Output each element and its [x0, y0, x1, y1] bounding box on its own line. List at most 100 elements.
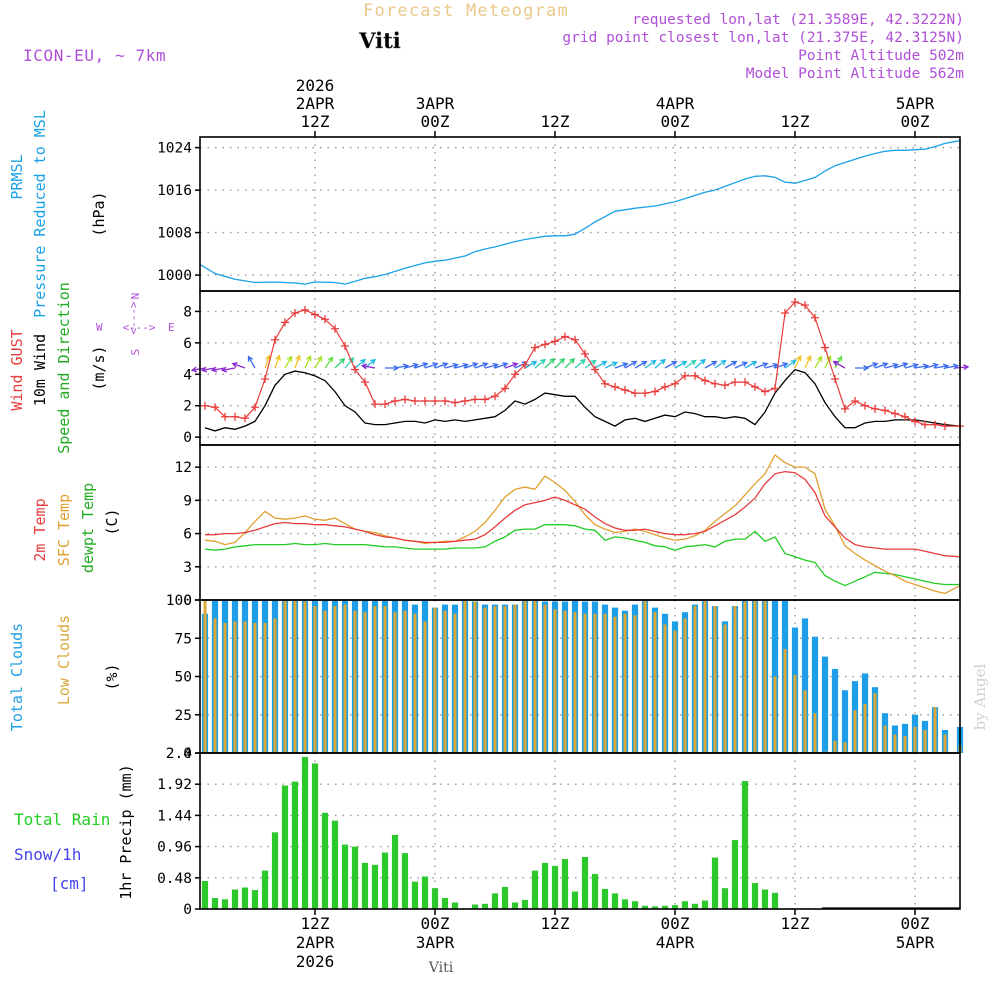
wind-gust-marker — [941, 422, 949, 431]
wind-arrow — [864, 362, 879, 369]
rain-bar — [711, 857, 719, 909]
wind-arrow — [634, 360, 648, 369]
low-cloud-bar — [303, 601, 307, 753]
total-cloud-bar — [841, 690, 849, 753]
wind-arrow — [534, 358, 547, 369]
rain-bar — [601, 888, 609, 909]
low-cloud-bar — [273, 618, 277, 753]
compass-east: E — [168, 321, 175, 334]
wind-arrow — [954, 364, 970, 371]
rain-bar — [721, 888, 729, 909]
pressure-y-axis: 1000 1008 1016 1024 — [157, 141, 200, 284]
wind-gust-marker — [341, 342, 349, 350]
low-cloud-bar — [643, 600, 647, 753]
bottom-time-label: 4APR — [656, 933, 695, 952]
wind-gust-marker — [821, 343, 829, 352]
low-cloud-bar — [453, 613, 457, 753]
low-cloud-bar — [613, 616, 617, 753]
wind-arrow — [784, 359, 797, 369]
wind-arrow — [704, 360, 718, 369]
wind-arrow — [834, 355, 843, 369]
clouds-units: (%) — [103, 663, 121, 690]
bottom-time-label: 3APR — [416, 933, 455, 952]
compass-east-west-arrow: <---> — [122, 321, 155, 334]
wind-arrow — [654, 358, 667, 369]
rain-bar — [331, 820, 339, 909]
wind-gust-marker — [511, 370, 519, 379]
y-tick-label: 75 — [175, 631, 192, 647]
low-cloud-bar — [293, 600, 297, 753]
wind-gust-marker — [831, 375, 839, 383]
low-cloud-bar — [873, 693, 877, 753]
precip-label-snow: Snow/1h — [14, 845, 81, 864]
wind-gust-marker — [721, 381, 729, 390]
low-cloud-bar — [703, 600, 707, 753]
top-time-label: 12Z — [301, 112, 330, 131]
wind-arrow — [294, 354, 301, 369]
rain-bar — [201, 881, 209, 909]
wind-arrow — [794, 354, 802, 369]
pressure-grid — [200, 137, 960, 291]
temp-grid — [200, 445, 960, 601]
y-tick-label: 1000 — [157, 268, 192, 284]
wind-gust-marker — [711, 379, 719, 388]
y-tick-label: 0.48 — [157, 871, 192, 887]
rain-bar — [481, 903, 489, 909]
rain-bar — [551, 866, 559, 909]
rain-bar — [321, 812, 329, 909]
low-cloud-bar — [923, 730, 927, 753]
wind-arrow — [494, 362, 509, 369]
wind-gust-marker — [411, 397, 419, 405]
wind-gust-marker — [501, 384, 509, 393]
y-tick-label: 0 — [183, 902, 192, 918]
rain-bar — [731, 840, 739, 909]
y-tick-label: 9 — [183, 493, 192, 509]
wind-gust-marker — [731, 378, 739, 387]
wind-arrow — [744, 360, 758, 369]
t2m-line — [205, 470, 961, 558]
low-cloud-bar — [543, 604, 547, 753]
wind-arrow — [404, 362, 419, 369]
wind-gust-marker — [761, 387, 769, 396]
compass-north: N — [129, 293, 142, 300]
chart-header: Forecast Meteogram Viti ICON-EU, ~ 7km r… — [23, 1, 964, 82]
wind-gust-marker — [431, 397, 439, 405]
wind-gust-marker — [281, 318, 289, 327]
low-cloud-bar — [523, 600, 527, 753]
low-cloud-bar — [743, 601, 747, 753]
wind-gust-marker — [631, 389, 639, 398]
rain-bar — [631, 901, 639, 909]
low-cloud-bar — [863, 704, 867, 753]
low-cloud-bar — [753, 600, 757, 753]
low-cloud-bar — [943, 734, 947, 753]
credit-watermark: by Angel — [971, 663, 989, 730]
low-cloud-bar — [893, 734, 897, 753]
bottom-time-label: 12Z — [781, 914, 810, 933]
y-tick-label: 2 — [183, 399, 192, 415]
wind-arrow — [434, 362, 449, 369]
rain-bar — [751, 883, 759, 909]
clouds-label-total: Total Clouds — [8, 623, 26, 731]
wind-gust-marker — [851, 397, 859, 405]
wind-arrow — [904, 362, 919, 369]
y-tick-label: 0 — [183, 746, 192, 762]
rain-bar — [391, 834, 399, 909]
rain-bar — [421, 876, 429, 909]
wind-arrow — [200, 366, 216, 373]
low-cloud-bar — [213, 618, 217, 753]
low-cloud-bar — [623, 613, 627, 753]
pressure-label-msl: Pressure Reduced to MSL — [31, 110, 49, 318]
rain-bar — [381, 852, 389, 909]
total-cloud-bar — [801, 618, 809, 753]
low-cloud-bar — [373, 606, 377, 753]
y-tick-label: 12 — [175, 460, 192, 476]
wind-speed-line — [204, 368, 961, 432]
top-time-label: 2026 — [296, 76, 335, 95]
temp-y-axis: 0 3 6 9 12 — [175, 460, 200, 609]
wind-arrow — [247, 355, 256, 369]
requested-coords: requested lon,lat (21.3589E, 42.3222N) — [632, 12, 964, 28]
rain-bar — [281, 785, 289, 909]
rain-bar — [671, 905, 679, 909]
low-cloud-bar — [323, 610, 327, 753]
wind-gust-marker — [811, 313, 819, 322]
